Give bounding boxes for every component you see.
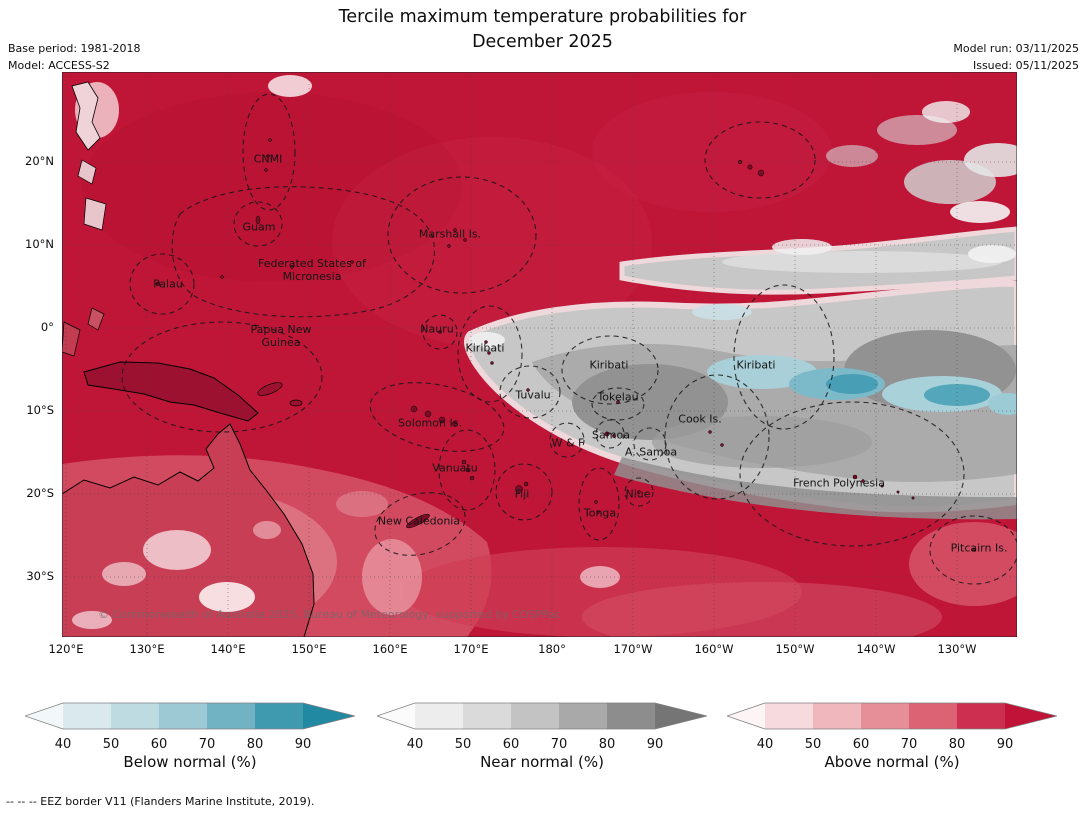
colorbar-tick: 90: [997, 737, 1014, 752]
australia-interior-patches: [72, 521, 281, 629]
near-normal-colorbar: 40 50 60 70 80 90: [377, 702, 707, 752]
colorbar-tick: 40: [757, 737, 774, 752]
colorbar-segment: [765, 703, 813, 729]
colorbar-tick: 90: [647, 737, 664, 752]
colorbar-segment: [909, 703, 957, 729]
lat-label-20n: 20°N: [25, 154, 54, 168]
legend-above-normal: 40 50 60 70 80 90 Above normal (%): [727, 700, 1057, 771]
colorbar-segment: [303, 703, 355, 729]
small-islands: [155, 138, 976, 552]
lon-label-160e: 160°E: [372, 642, 408, 656]
colorbar-segment: [255, 703, 303, 729]
lat-label-10s: 10°S: [26, 403, 54, 417]
colorbar-tick: 70: [551, 737, 568, 752]
below-normal-region: [692, 304, 1017, 415]
lon-label-140e: 140°E: [210, 642, 246, 656]
pacific-map: [62, 72, 1017, 637]
colorbar-tick: 60: [853, 737, 870, 752]
colorbar-tick: 50: [805, 737, 822, 752]
above-normal-colorbar: 40 50 60 70 80 90: [727, 702, 1057, 752]
lon-label-150w: 150°W: [775, 642, 815, 656]
colorbar-tick: 90: [295, 737, 312, 752]
legend-near-normal: 40 50 60 70 80 90 Near normal (%): [377, 700, 707, 771]
colorbar-segment: [463, 703, 511, 729]
copyright-watermark: © Commonwealth of Australia 2025, Bureau…: [98, 608, 562, 621]
colorbar-tick: 60: [503, 737, 520, 752]
lon-label-170w: 170°W: [613, 642, 653, 656]
colorbar-tick: 40: [407, 737, 424, 752]
page-title: Tercile maximum temperature probabilitie…: [0, 5, 1085, 56]
colorbar-segment: [63, 703, 111, 729]
near-normal-region: [463, 101, 1017, 520]
legend-title: Above normal (%): [824, 753, 960, 771]
lon-label-170e: 170°E: [453, 642, 489, 656]
colorbar-segment: [511, 703, 559, 729]
colorbar-tick: 70: [901, 737, 918, 752]
colorbar-tick: 50: [103, 737, 120, 752]
colorbar-outline: [25, 702, 355, 730]
legend-below-normal: 40 50 60 70 80 90 Below normal (%): [25, 700, 355, 771]
colorbar-tick: 70: [199, 737, 216, 752]
colorbar-segment: [1005, 703, 1057, 729]
colorbar-segment: [607, 703, 655, 729]
colorbar-tick: 40: [55, 737, 72, 752]
below-normal-colorbar: 40 50 60 70 80 90: [25, 702, 355, 752]
lat-label-0: 0°: [40, 320, 54, 334]
colorbar-outline: [377, 702, 707, 730]
lon-label-130e: 130°E: [129, 642, 165, 656]
meta-left: Base period: 1981-2018 Model: ACCESS-S2: [8, 41, 140, 74]
colorbar-segment: [25, 703, 63, 729]
lon-label-160w: 160°W: [694, 642, 734, 656]
meta-right: Model run: 03/11/2025 Issued: 05/11/2025: [953, 41, 1079, 74]
lon-label-150e: 150°E: [291, 642, 327, 656]
colorbar-segment: [861, 703, 909, 729]
colorbar-segment: [159, 703, 207, 729]
lon-label-120e: 120°E: [48, 642, 84, 656]
colorbar-tick: 80: [247, 737, 264, 752]
title-line1: Tercile maximum temperature probabilitie…: [338, 7, 747, 27]
colorbar-tick: 80: [949, 737, 966, 752]
map-canvas: CNMI Guam Marshall Is. Federated States …: [62, 72, 1017, 637]
model-text: Model: ACCESS-S2: [8, 58, 110, 72]
colorbar-segment: [377, 703, 415, 729]
eez-border-note: -- -- -- EEZ border V11 (Flanders Marine…: [6, 795, 315, 808]
legend-title: Below normal (%): [123, 753, 257, 771]
colorbar-segment: [655, 703, 707, 729]
issued-text: Issued: 05/11/2025: [972, 58, 1079, 72]
colorbar-tick: 80: [599, 737, 616, 752]
colorbar-segment: [813, 703, 861, 729]
eez-borders: [121, 93, 1017, 585]
lon-label-180: 180°: [538, 642, 566, 656]
lat-label-10n: 10°N: [25, 237, 54, 251]
colorbar-segment: [727, 703, 765, 729]
lon-label-130w: 130°W: [937, 642, 977, 656]
model-run-text: Model run: 03/11/2025: [953, 42, 1079, 55]
legend-title: Near normal (%): [480, 753, 604, 771]
base-period-text: Base period: 1981-2018: [8, 42, 141, 55]
colorbar-outline: [727, 702, 1057, 730]
colorbar-segment: [207, 703, 255, 729]
lon-label-140w: 140°W: [856, 642, 896, 656]
colorbar-tick: 50: [455, 737, 472, 752]
colorbar-tick: 60: [151, 737, 168, 752]
colorbar-segment: [957, 703, 1005, 729]
lat-label-30s: 30°S: [26, 569, 54, 583]
colorbar-segment: [559, 703, 607, 729]
title-line2: December 2025: [472, 32, 613, 53]
lat-label-20s: 20°S: [26, 486, 54, 500]
colorbar-segment: [111, 703, 159, 729]
colorbar-segment: [415, 703, 463, 729]
